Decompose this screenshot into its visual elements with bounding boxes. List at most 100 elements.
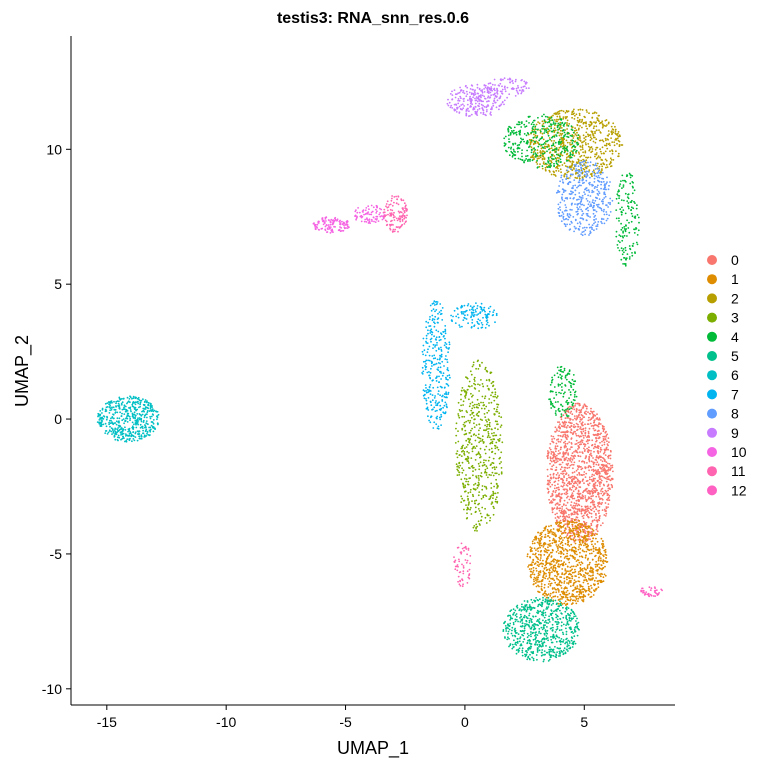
point-cluster-3: [484, 507, 486, 510]
point-cluster-4: [568, 389, 570, 391]
point-cluster-1: [573, 521, 576, 524]
point-cluster-2: [596, 156, 599, 159]
point-cluster-3: [499, 426, 502, 428]
point-cluster-4: [557, 385, 560, 387]
point-cluster-2: [573, 130, 576, 132]
point-cluster-4: [528, 122, 530, 124]
point-cluster-0: [564, 517, 567, 519]
point-cluster-5: [535, 640, 537, 642]
point-cluster-1: [586, 566, 589, 568]
point-cluster-0: [586, 490, 588, 493]
point-cluster-4: [624, 230, 627, 233]
point-cluster-1: [595, 577, 597, 579]
point-cluster-1: [537, 581, 540, 583]
point-cluster-1: [543, 554, 546, 556]
point-cluster-4: [631, 244, 634, 247]
point-cluster-1: [540, 549, 543, 552]
point-cluster-5: [548, 615, 550, 618]
point-cluster-1: [567, 537, 570, 539]
point-cluster-0: [575, 502, 578, 505]
point-cluster-1: [547, 583, 550, 585]
point-cluster-5: [540, 613, 543, 616]
point-cluster-0: [600, 475, 603, 477]
point-cluster-0: [556, 439, 558, 441]
point-cluster-2: [566, 128, 568, 130]
point-cluster-5: [548, 652, 551, 654]
point-cluster-1: [560, 521, 563, 524]
point-cluster-2: [581, 148, 584, 151]
point-cluster-6: [149, 417, 152, 420]
point-cluster-3: [494, 427, 496, 430]
point-cluster-4: [565, 414, 568, 416]
point-cluster-2: [559, 168, 562, 171]
point-cluster-3: [486, 385, 489, 387]
point-cluster-0: [576, 516, 579, 519]
point-cluster-0: [561, 493, 563, 495]
point-cluster-2: [595, 138, 598, 141]
point-cluster-3: [473, 488, 476, 491]
point-cluster-0: [582, 430, 585, 433]
point-cluster-2: [586, 127, 588, 130]
point-cluster-3: [477, 477, 480, 479]
point-cluster-1: [548, 545, 551, 547]
point-cluster-4: [508, 141, 511, 143]
point-cluster-3: [491, 432, 493, 435]
point-cluster-2: [577, 121, 580, 124]
point-cluster-3: [461, 428, 464, 431]
point-cluster-3: [481, 361, 483, 364]
point-cluster-0: [600, 490, 602, 492]
point-cluster-0: [608, 475, 611, 477]
point-cluster-0: [568, 509, 570, 512]
point-cluster-0: [591, 439, 594, 442]
point-cluster-1: [532, 571, 534, 573]
point-cluster-0: [595, 508, 598, 511]
point-cluster-1: [566, 550, 569, 552]
point-cluster-2: [558, 157, 560, 160]
point-cluster-2: [620, 144, 623, 146]
point-cluster-5: [564, 642, 566, 645]
point-cluster-4: [541, 125, 544, 128]
point-cluster-0: [605, 448, 608, 451]
point-cluster-4: [568, 370, 571, 373]
point-cluster-3: [489, 436, 491, 439]
point-cluster-0: [582, 491, 584, 494]
point-cluster-5: [550, 648, 553, 651]
point-cluster-1: [578, 546, 580, 548]
point-cluster-0: [587, 419, 590, 422]
point-cluster-0: [585, 455, 587, 457]
point-cluster-0: [552, 456, 554, 459]
point-cluster-0: [573, 424, 575, 426]
point-cluster-1: [604, 551, 607, 553]
point-cluster-5: [536, 644, 539, 646]
point-cluster-5: [519, 613, 522, 616]
point-cluster-3: [485, 445, 488, 448]
point-cluster-0: [604, 515, 607, 517]
point-cluster-2: [553, 155, 556, 157]
point-cluster-0: [559, 499, 561, 501]
point-cluster-0: [582, 495, 585, 498]
point-cluster-0: [552, 499, 555, 501]
point-cluster-3: [473, 406, 476, 409]
point-cluster-2: [592, 169, 595, 172]
point-cluster-1: [556, 570, 559, 573]
point-cluster-4: [616, 193, 619, 196]
point-cluster-5: [552, 648, 555, 651]
point-cluster-5: [518, 640, 521, 643]
point-cluster-4: [553, 165, 555, 168]
point-cluster-2: [571, 163, 574, 166]
point-cluster-3: [464, 429, 467, 432]
point-cluster-3: [492, 492, 495, 495]
point-cluster-1: [541, 565, 544, 568]
point-cluster-1: [568, 572, 571, 575]
point-cluster-0: [584, 443, 587, 446]
point-cluster-1: [598, 573, 601, 576]
point-cluster-1: [543, 595, 546, 597]
point-cluster-5: [577, 621, 580, 624]
point-cluster-1: [527, 566, 529, 568]
point-cluster-1: [566, 589, 569, 592]
point-cluster-1: [592, 550, 595, 553]
point-cluster-3: [493, 507, 495, 510]
point-cluster-1: [532, 578, 535, 581]
point-cluster-2: [594, 148, 597, 151]
point-cluster-3: [492, 505, 495, 508]
